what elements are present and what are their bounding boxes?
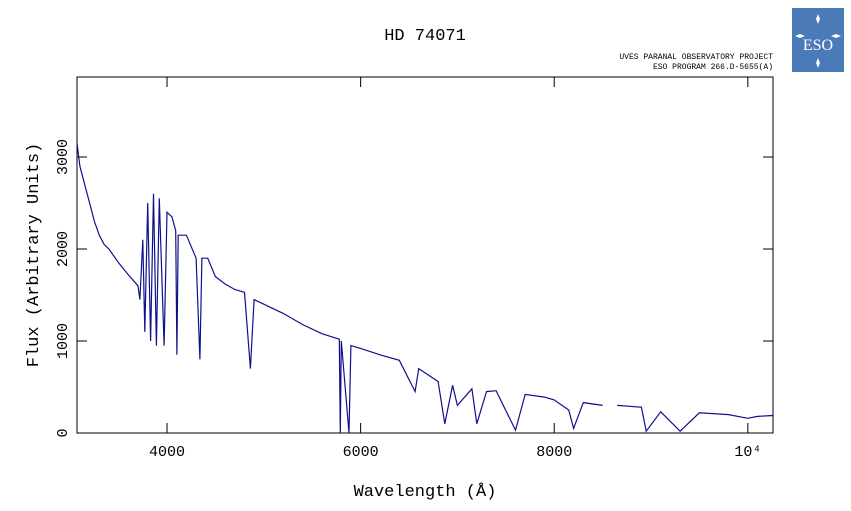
subtitle: ESO PROGRAM 266.D-5655(A) [653,63,773,72]
y-tick-label: 3000 [55,139,72,175]
plot-frame [76,76,774,434]
x-tick-label: 10⁴ [734,444,761,461]
x-tick-label: 4000 [149,444,185,461]
x-axis-label: Wavelength (Å) [354,483,497,502]
spectrum-line [76,143,774,434]
x-tick-label: 8000 [536,444,572,461]
chart-title: HD 74071 [384,27,466,46]
x-tick-label: 6000 [343,444,379,461]
logo: ESO [792,8,844,72]
y-tick-label: 0 [55,428,72,437]
y-tick-label: 1000 [55,323,72,359]
y-axis-label: Flux (Arbitrary Units) [25,143,44,367]
logo-text: ESO [803,37,833,54]
subtitle: UVES PARANAL OBSERVATORY PROJECT [619,53,773,62]
y-tick-label: 2000 [55,231,72,267]
